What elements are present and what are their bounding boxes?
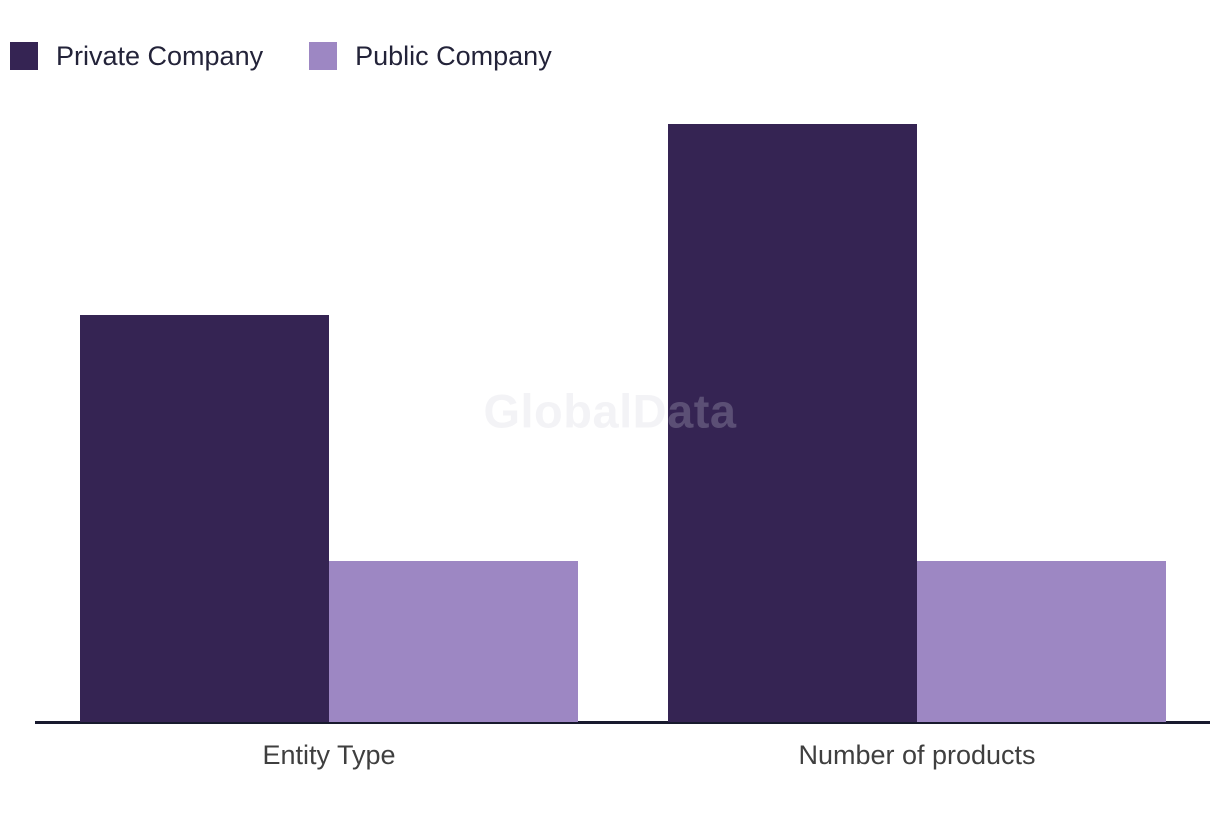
bar-public-company-number-of-products[interactable]	[917, 561, 1166, 722]
legend: Private Company Public Company	[10, 42, 552, 70]
category-label-number-of-products: Number of products	[798, 740, 1036, 770]
x-axis-line	[35, 721, 1210, 724]
legend-swatch	[309, 42, 338, 70]
bar-public-company-entity-type[interactable]	[329, 561, 578, 722]
legend-label: Public Company	[355, 40, 552, 71]
legend-label: Private Company	[56, 40, 264, 71]
legend-item-private-company[interactable]: Private Company	[10, 42, 263, 70]
legend-swatch	[10, 42, 38, 70]
category-label-entity-type: Entity Type	[262, 740, 396, 770]
bar-private-company-number-of-products[interactable]	[668, 124, 917, 722]
bar-private-company-entity-type[interactable]	[80, 315, 329, 722]
legend-item-public-company[interactable]: Public Company	[309, 42, 552, 70]
